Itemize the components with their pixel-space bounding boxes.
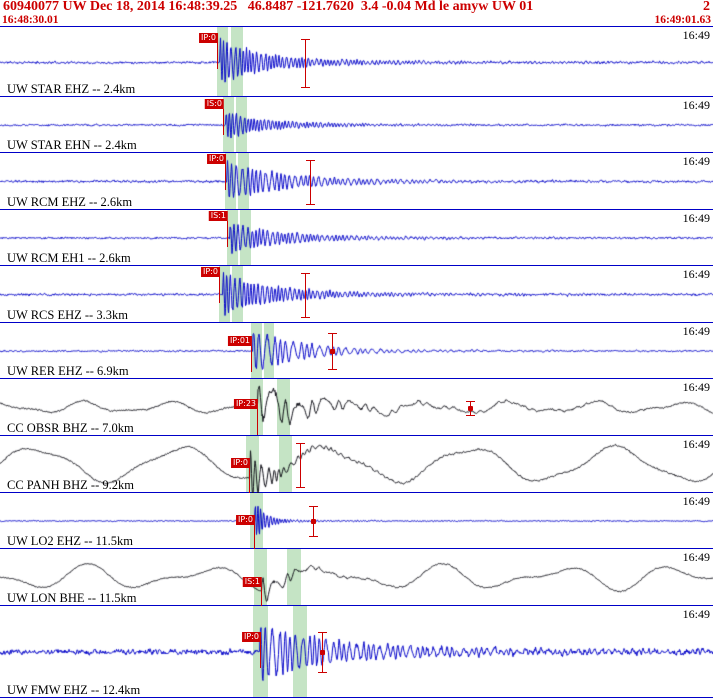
pick-flag[interactable]: IP:0 (231, 458, 250, 468)
waveform-canvas[interactable] (0, 27, 713, 98)
pick-flag[interactable]: IS:1 (208, 211, 228, 221)
pick-line (257, 409, 258, 435)
amplitude-marker-cap (328, 369, 337, 370)
station-label: UW RCM EH1 -- 2.6km (7, 251, 131, 265)
amplitude-marker-cap (309, 506, 318, 507)
pick-line (219, 277, 220, 303)
amplitude-marker[interactable] (300, 442, 301, 487)
event-header: 60940077 UW Dec 18, 2014 16:48:39.25 46.… (0, 0, 713, 14)
amplitude-marker-cap (296, 442, 305, 444)
waveform-canvas[interactable] (0, 493, 713, 549)
pick-line (223, 109, 224, 135)
trace-time-label: 16:49 (682, 154, 710, 168)
waveform-canvas[interactable] (0, 379, 713, 436)
amplitude-marker-cap (301, 316, 310, 318)
trace-row: IP:0 CC PANH BHZ -- 9.2km 16:49 (0, 436, 713, 494)
trace-row: IP:23 CC OBSR BHZ -- 7.0km 16:49 (0, 379, 713, 436)
trace-time-label: 16:49 (682, 324, 710, 338)
amplitude-marker-cap (318, 672, 327, 673)
amplitude-marker-cap (466, 400, 475, 402)
station-label: UW RER EHZ -- 6.9km (7, 364, 129, 378)
trace-row: IP:0 UW LO2 EHZ -- 11.5km 16:49 (0, 493, 713, 551)
amplitude-marker-blob (311, 519, 316, 524)
pick-flag[interactable]: IP:0 (201, 267, 220, 277)
pick-line (260, 642, 261, 668)
trace-row: IS:1 UW RCM EH1 -- 2.6km 16:49 (0, 210, 713, 266)
pick-line (254, 525, 255, 551)
amplitude-marker-blob (468, 405, 473, 411)
amplitude-marker-blob (330, 349, 335, 354)
amplitude-marker-cap (328, 333, 337, 334)
waveform-canvas[interactable] (0, 549, 713, 606)
waveform-canvas[interactable] (0, 606, 713, 698)
pick-line (261, 587, 262, 613)
pick-flag[interactable]: IP:0 (199, 33, 218, 43)
pick-line (249, 468, 250, 494)
trace-time-label: 16:49 (682, 28, 710, 42)
trace-time-label: 16:49 (682, 98, 710, 112)
trace-row: IP:01 UW RER EHZ -- 6.9km 16:49 (0, 323, 713, 379)
event-summary: 60940077 UW Dec 18, 2014 16:48:39.25 46.… (3, 0, 534, 14)
station-label: UW RCS EHZ -- 3.3km (7, 308, 128, 322)
amplitude-marker-blob (320, 650, 325, 655)
pick-flag[interactable]: IP:0 (207, 154, 226, 164)
trace-time-label: 16:49 (682, 550, 710, 564)
window-end-time: 16:49:01.63 (654, 14, 711, 26)
time-window-header: 16:48:30.01 16:49:01.63 (0, 14, 713, 26)
pick-flag[interactable]: IP:0 (242, 632, 261, 642)
trace-row: IS:1 UW LON BHE -- 11.5km 16:49 (0, 549, 713, 613)
station-label: CC PANH BHZ -- 9.2km (7, 478, 134, 492)
amplitude-marker-cap (301, 86, 310, 88)
window-start-time: 16:48:30.01 (2, 14, 59, 26)
waveform-canvas[interactable] (0, 210, 713, 266)
station-label: UW FMW EHZ -- 12.4km (7, 683, 141, 697)
station-label: UW STAR EHN -- 2.4km (7, 138, 137, 152)
pick-line (217, 43, 218, 69)
waveform-canvas[interactable] (0, 266, 713, 323)
amplitude-marker-cap (306, 159, 315, 161)
trace-row: IS:0 UW STAR EHN -- 2.4km 16:49 (0, 97, 713, 153)
pick-line (251, 346, 252, 372)
amplitude-marker-cap (466, 414, 475, 416)
amplitude-marker[interactable] (305, 272, 306, 317)
amplitude-marker-cap (301, 38, 310, 40)
waveform-canvas[interactable] (0, 153, 713, 210)
trace-row: IP:0 UW RCM EHZ -- 2.6km 16:49 (0, 153, 713, 210)
amplitude-marker-cap (296, 486, 305, 488)
station-label: UW LON BHE -- 11.5km (7, 591, 137, 605)
amplitude-marker[interactable] (305, 38, 306, 87)
waveform-canvas[interactable] (0, 323, 713, 379)
trace-time-label: 16:49 (682, 267, 710, 281)
pick-flag[interactable]: IP:23 (233, 399, 258, 409)
trace-time-label: 16:49 (682, 607, 710, 621)
pick-flag[interactable]: IP:01 (227, 336, 252, 346)
station-label: UW RCM EHZ -- 2.6km (7, 195, 133, 209)
pick-line (227, 221, 228, 247)
pick-line (225, 164, 226, 190)
trace-time-label: 16:49 (682, 437, 710, 451)
amplitude-marker[interactable] (310, 159, 311, 204)
trace-time-label: 16:49 (682, 494, 710, 508)
trace-row: IP:0 UW STAR EHZ -- 2.4km 16:49 (0, 26, 713, 98)
station-label: UW STAR EHZ -- 2.4km (7, 82, 136, 96)
waveform-canvas[interactable] (0, 97, 713, 153)
waveform-canvas[interactable] (0, 436, 713, 493)
amplitude-marker-cap (318, 632, 327, 633)
trace-time-label: 16:49 (682, 380, 710, 394)
trace-row: IP:0 UW FMW EHZ -- 12.4km 16:49 (0, 606, 713, 698)
station-label: UW LO2 EHZ -- 11.5km (7, 534, 134, 548)
pick-flag[interactable]: IS:1 (242, 577, 262, 587)
trace-row: IP:0 UW RCS EHZ -- 3.3km 16:49 (0, 266, 713, 323)
amplitude-marker-cap (309, 536, 318, 537)
pick-flag[interactable]: IP:0 (236, 515, 255, 525)
trace-time-label: 16:49 (682, 211, 710, 225)
amplitude-marker-cap (301, 272, 310, 274)
event-page-flag: 2 (703, 0, 710, 14)
amplitude-marker-cap (306, 203, 315, 205)
station-label: CC OBSR BHZ -- 7.0km (7, 421, 134, 435)
pick-flag[interactable]: IS:0 (204, 99, 224, 109)
